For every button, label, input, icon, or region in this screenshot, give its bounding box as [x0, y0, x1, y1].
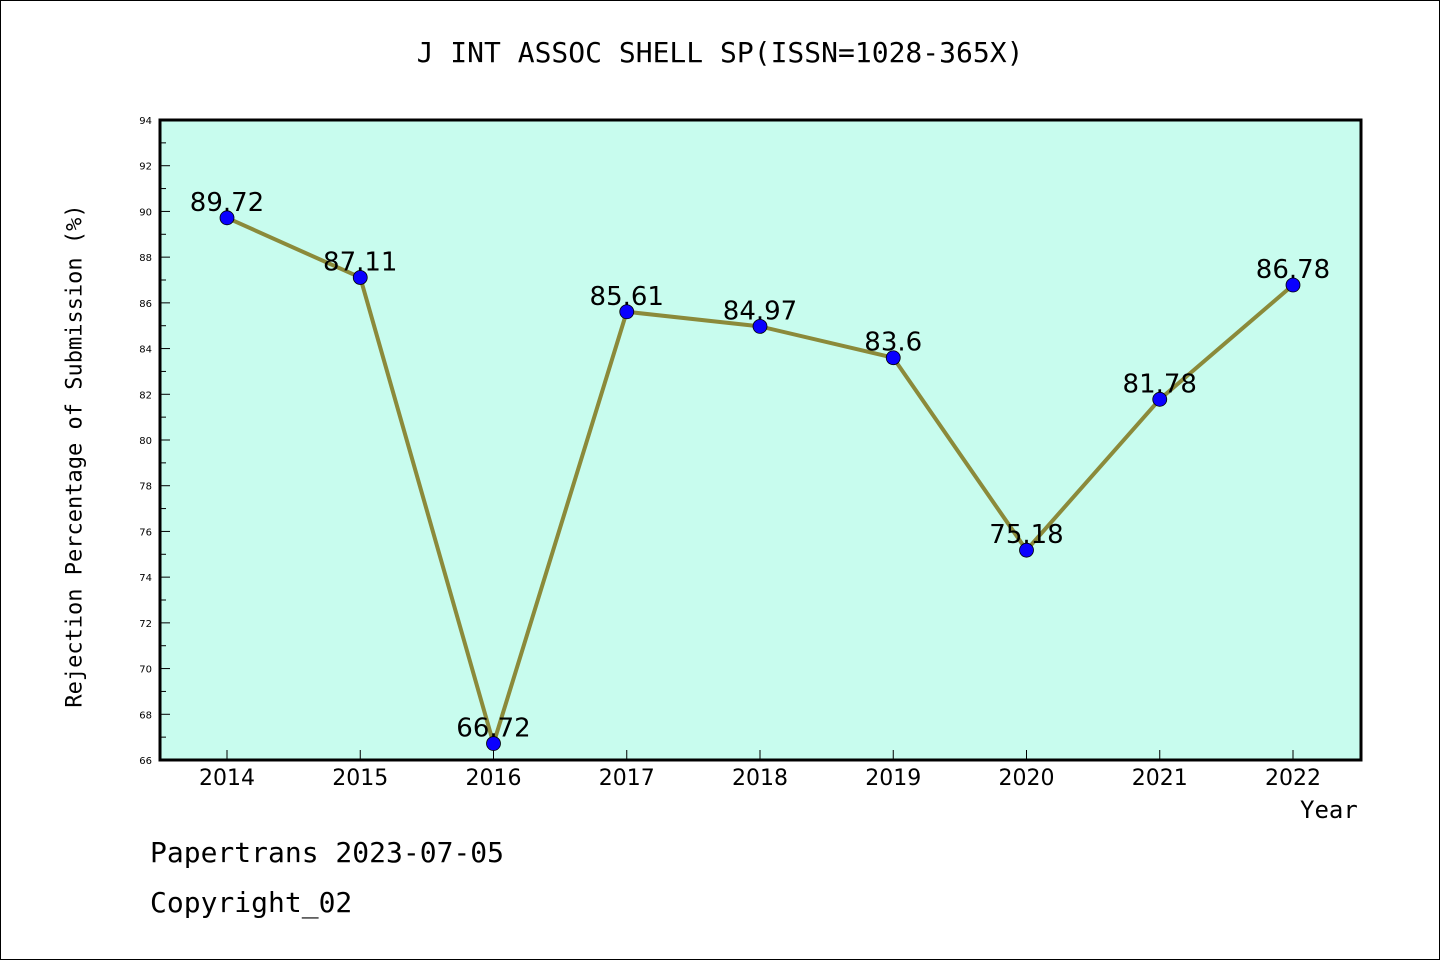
x-tick-label: 2014 [199, 766, 255, 791]
y-tick-label: 78 [139, 482, 152, 493]
data-point [1152, 391, 1168, 407]
data-label: 86.78 [1256, 255, 1330, 285]
data-label: 66.72 [456, 714, 530, 744]
chart-title: J INT ASSOC SHELL SP(ISSN=1028-365X) [416, 36, 1024, 69]
data-point [486, 736, 501, 751]
y-tick-label: 74 [139, 573, 152, 584]
data-point [1019, 542, 1034, 558]
y-axis: 66 68 70 72 74 76 78 80 82 84 86 88 90 92 94 [139, 116, 170, 767]
x-tick-label: 2022 [1265, 766, 1321, 791]
data-label: 84.97 [723, 296, 797, 326]
footer-copyright: Copyright_02 [150, 886, 353, 919]
x-tick-label: 2019 [865, 766, 921, 791]
x-axis: 2014 2015 2016 2017 2018 2019 2020 2021 2022 [199, 750, 1321, 791]
data-label: 75.18 [989, 520, 1063, 550]
data-label: 87.11 [323, 247, 397, 277]
y-tick-label: 86 [139, 299, 152, 310]
y-tick-label: 92 [139, 162, 152, 173]
y-tick-label: 82 [139, 390, 152, 401]
y-tick-label: 66 [139, 756, 152, 767]
footer-papertrans: Papertrans 2023-07-05 [150, 836, 505, 869]
data-label: 89.72 [190, 188, 264, 218]
y-tick-label: 76 [139, 527, 152, 538]
x-tick-label: 2016 [466, 766, 522, 791]
data-point [619, 304, 635, 320]
data-point [1285, 277, 1301, 293]
data-labels: 89.72 87.11 66.72 85.61 84.97 83.6 75.18 81.78 8… [190, 188, 1330, 744]
data-label: 83.6 [864, 328, 922, 358]
data-point [352, 270, 368, 285]
x-tick-label: 2015 [332, 766, 388, 791]
data-markers [219, 210, 1301, 751]
y-tick-label: 88 [139, 253, 152, 264]
x-tick-label: 2017 [599, 766, 655, 791]
plot-area [158, 118, 1363, 762]
data-point [752, 318, 768, 334]
x-tick-label: 2021 [1132, 766, 1188, 791]
y-tick-label: 80 [139, 436, 152, 447]
y-tick-label: 68 [139, 710, 152, 721]
y-tick-label: 70 [139, 665, 152, 676]
x-tick-label: 2018 [732, 766, 788, 791]
x-axis-label: Year [1300, 796, 1358, 824]
y-tick-label: 72 [139, 619, 152, 630]
data-label: 81.78 [1123, 369, 1197, 399]
x-tick-label: 2020 [999, 766, 1055, 791]
data-label: 85.61 [590, 282, 664, 312]
data-point [885, 350, 901, 366]
y-tick-label: 90 [139, 207, 152, 218]
data-point [219, 210, 235, 226]
y-tick-label: 84 [139, 345, 152, 356]
y-tick-label: 94 [139, 116, 152, 127]
